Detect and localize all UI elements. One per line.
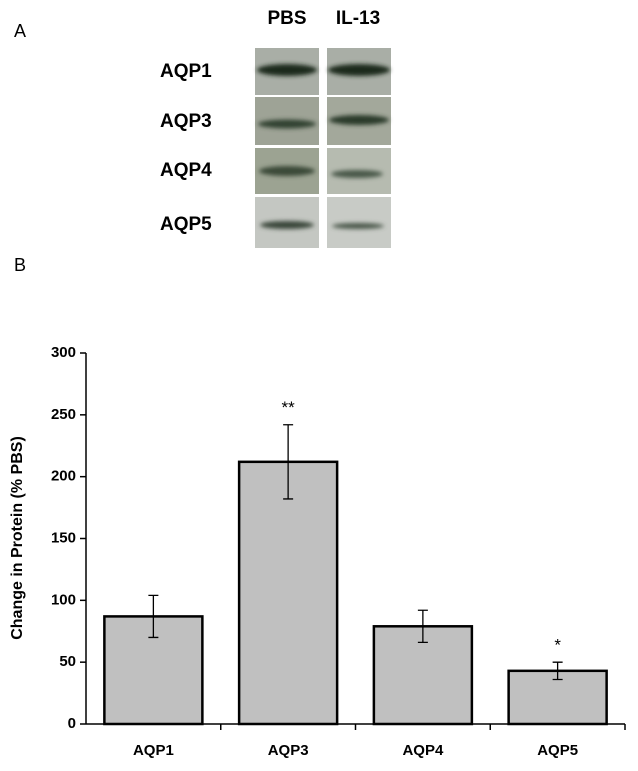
bar xyxy=(237,460,339,726)
y-tick-label: 250 xyxy=(51,406,76,423)
panel-label: A xyxy=(14,21,26,41)
error-bar xyxy=(283,424,294,500)
y-tick-label: 100 xyxy=(51,591,76,608)
significance-label: * xyxy=(554,636,561,655)
x-tick-label: AQP4 xyxy=(402,742,444,759)
y-tick-label: 50 xyxy=(59,653,76,670)
error-bar xyxy=(148,594,159,639)
x-tick-label: AQP5 xyxy=(537,742,578,759)
y-axis-title: Change in Protein (% PBS) xyxy=(9,436,26,640)
panel-label: B xyxy=(14,255,26,275)
blot-row-label: AQP5 xyxy=(160,214,212,235)
blot-row-label: AQP3 xyxy=(160,111,212,132)
x-tick-label: AQP3 xyxy=(268,742,309,759)
error-bar xyxy=(552,661,563,681)
western-blot xyxy=(255,48,391,248)
x-tick-label: AQP1 xyxy=(133,742,174,759)
blot-row-label: AQP1 xyxy=(160,61,212,82)
y-tick-label: 0 xyxy=(68,715,76,732)
y-tick-label: 200 xyxy=(51,468,76,485)
error-bar xyxy=(417,609,428,644)
blot-row-label: AQP4 xyxy=(160,160,212,181)
significance-label: ** xyxy=(282,398,296,417)
y-tick-label: 300 xyxy=(51,344,76,361)
blot-column-label: IL-13 xyxy=(336,8,380,29)
blot-column-label: PBS xyxy=(267,8,306,29)
y-tick-label: 150 xyxy=(51,529,76,546)
